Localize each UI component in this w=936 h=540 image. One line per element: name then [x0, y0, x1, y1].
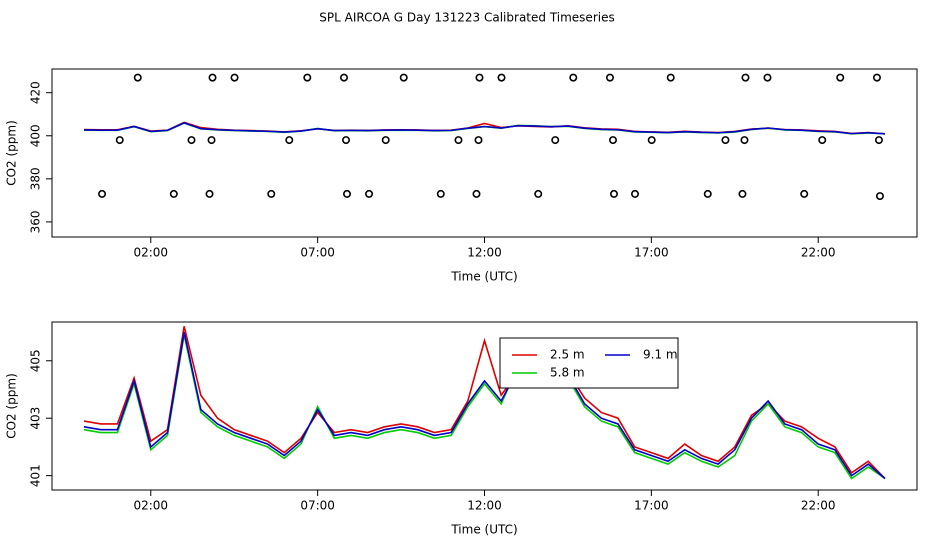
plot-area [84, 73, 886, 201]
point [342, 136, 351, 145]
legend-label: 9.1 m [643, 348, 678, 362]
point [721, 136, 730, 145]
series-line [83, 331, 886, 480]
point [340, 73, 349, 82]
point [818, 136, 827, 145]
point [169, 189, 178, 198]
x-tick-label: 22:00 [801, 246, 836, 260]
point [703, 189, 712, 198]
series-line [83, 326, 886, 480]
point [551, 136, 560, 145]
point [207, 136, 216, 145]
point [343, 189, 352, 198]
point [836, 73, 845, 82]
point [285, 136, 294, 145]
x-tick-label: 07:00 [300, 246, 335, 260]
point [666, 73, 675, 82]
point [187, 136, 196, 145]
y-tick-label: 405 [29, 349, 43, 372]
point [874, 136, 883, 145]
point [454, 136, 463, 145]
y-tick-label: 401 [29, 464, 43, 487]
point [534, 189, 543, 198]
x-tick-label: 22:00 [801, 499, 836, 513]
plot-area [83, 326, 886, 480]
point [472, 189, 481, 198]
point [474, 136, 483, 145]
point [647, 136, 656, 145]
legend-box [499, 337, 679, 389]
point [303, 73, 312, 82]
point [741, 73, 750, 82]
figure-title: SPL AIRCOA G Day 131223 Calibrated Times… [319, 11, 614, 25]
point [605, 73, 614, 82]
x-tick-label: 07:00 [300, 499, 335, 513]
point [98, 189, 107, 198]
x-axis-label: Time (UTC) [450, 523, 517, 537]
y-axis-label: CO2 (ppm) [5, 373, 19, 439]
x-tick-label: 12:00 [467, 499, 502, 513]
point [763, 73, 772, 82]
point [475, 73, 484, 82]
point [738, 189, 747, 198]
point [115, 136, 124, 145]
x-tick-label: 17:00 [634, 499, 669, 513]
legend-label: 2.5 m [550, 348, 585, 362]
y-tick-label: 420 [29, 81, 43, 104]
point [875, 192, 884, 201]
x-tick-label: 12:00 [467, 246, 502, 260]
legend-label: 5.8 m [550, 366, 585, 380]
point [205, 189, 214, 198]
series-line [83, 334, 886, 480]
x-tick-label: 17:00 [634, 246, 669, 260]
point [365, 189, 374, 198]
point [872, 73, 881, 82]
series-line [84, 121, 886, 135]
point [608, 136, 617, 145]
y-tick-label: 380 [29, 167, 43, 190]
point [569, 73, 578, 82]
point [267, 189, 276, 198]
x-tick-label: 02:00 [133, 499, 168, 513]
y-tick-label: 360 [29, 210, 43, 233]
x-axis-label: Time (UTC) [450, 270, 517, 284]
point [133, 73, 142, 82]
point [436, 189, 445, 198]
point [631, 189, 640, 198]
x-tick-label: 02:00 [133, 246, 168, 260]
y-tick-label: 403 [29, 407, 43, 430]
point [740, 136, 749, 145]
point [381, 136, 390, 145]
y-tick-label: 400 [29, 124, 43, 147]
y-axis-label: CO2 (ppm) [5, 120, 19, 186]
point [208, 73, 217, 82]
point [399, 73, 408, 82]
point [800, 189, 809, 198]
point [230, 73, 239, 82]
point [609, 189, 618, 198]
point [497, 73, 506, 82]
